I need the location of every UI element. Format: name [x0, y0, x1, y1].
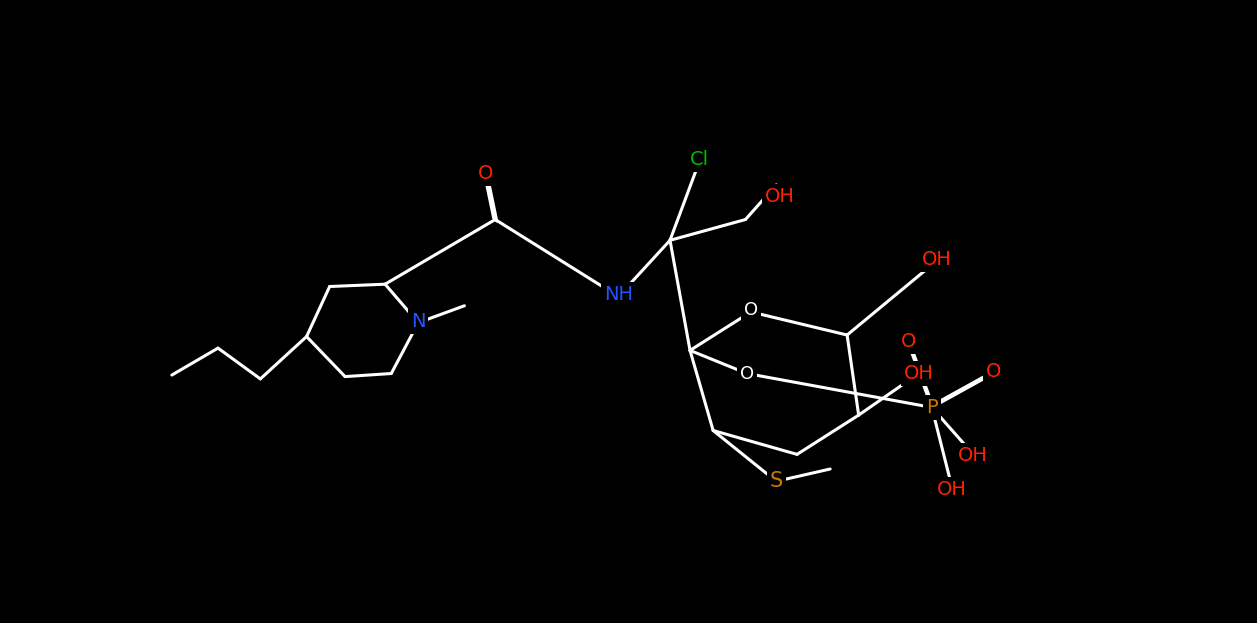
Text: Cl: Cl — [690, 150, 709, 169]
Text: O: O — [985, 362, 1001, 381]
Text: OH: OH — [936, 480, 967, 498]
Text: O: O — [744, 301, 758, 318]
Text: NH: NH — [603, 285, 634, 303]
Text: OH: OH — [921, 250, 952, 269]
Text: OH: OH — [904, 364, 934, 383]
Text: O: O — [740, 364, 754, 383]
Text: O: O — [901, 333, 916, 351]
Text: OH: OH — [958, 447, 988, 465]
Text: P: P — [926, 398, 938, 417]
Text: S: S — [769, 472, 783, 492]
Text: OH: OH — [766, 187, 796, 206]
Text: N: N — [411, 312, 425, 331]
Text: O: O — [478, 164, 493, 183]
